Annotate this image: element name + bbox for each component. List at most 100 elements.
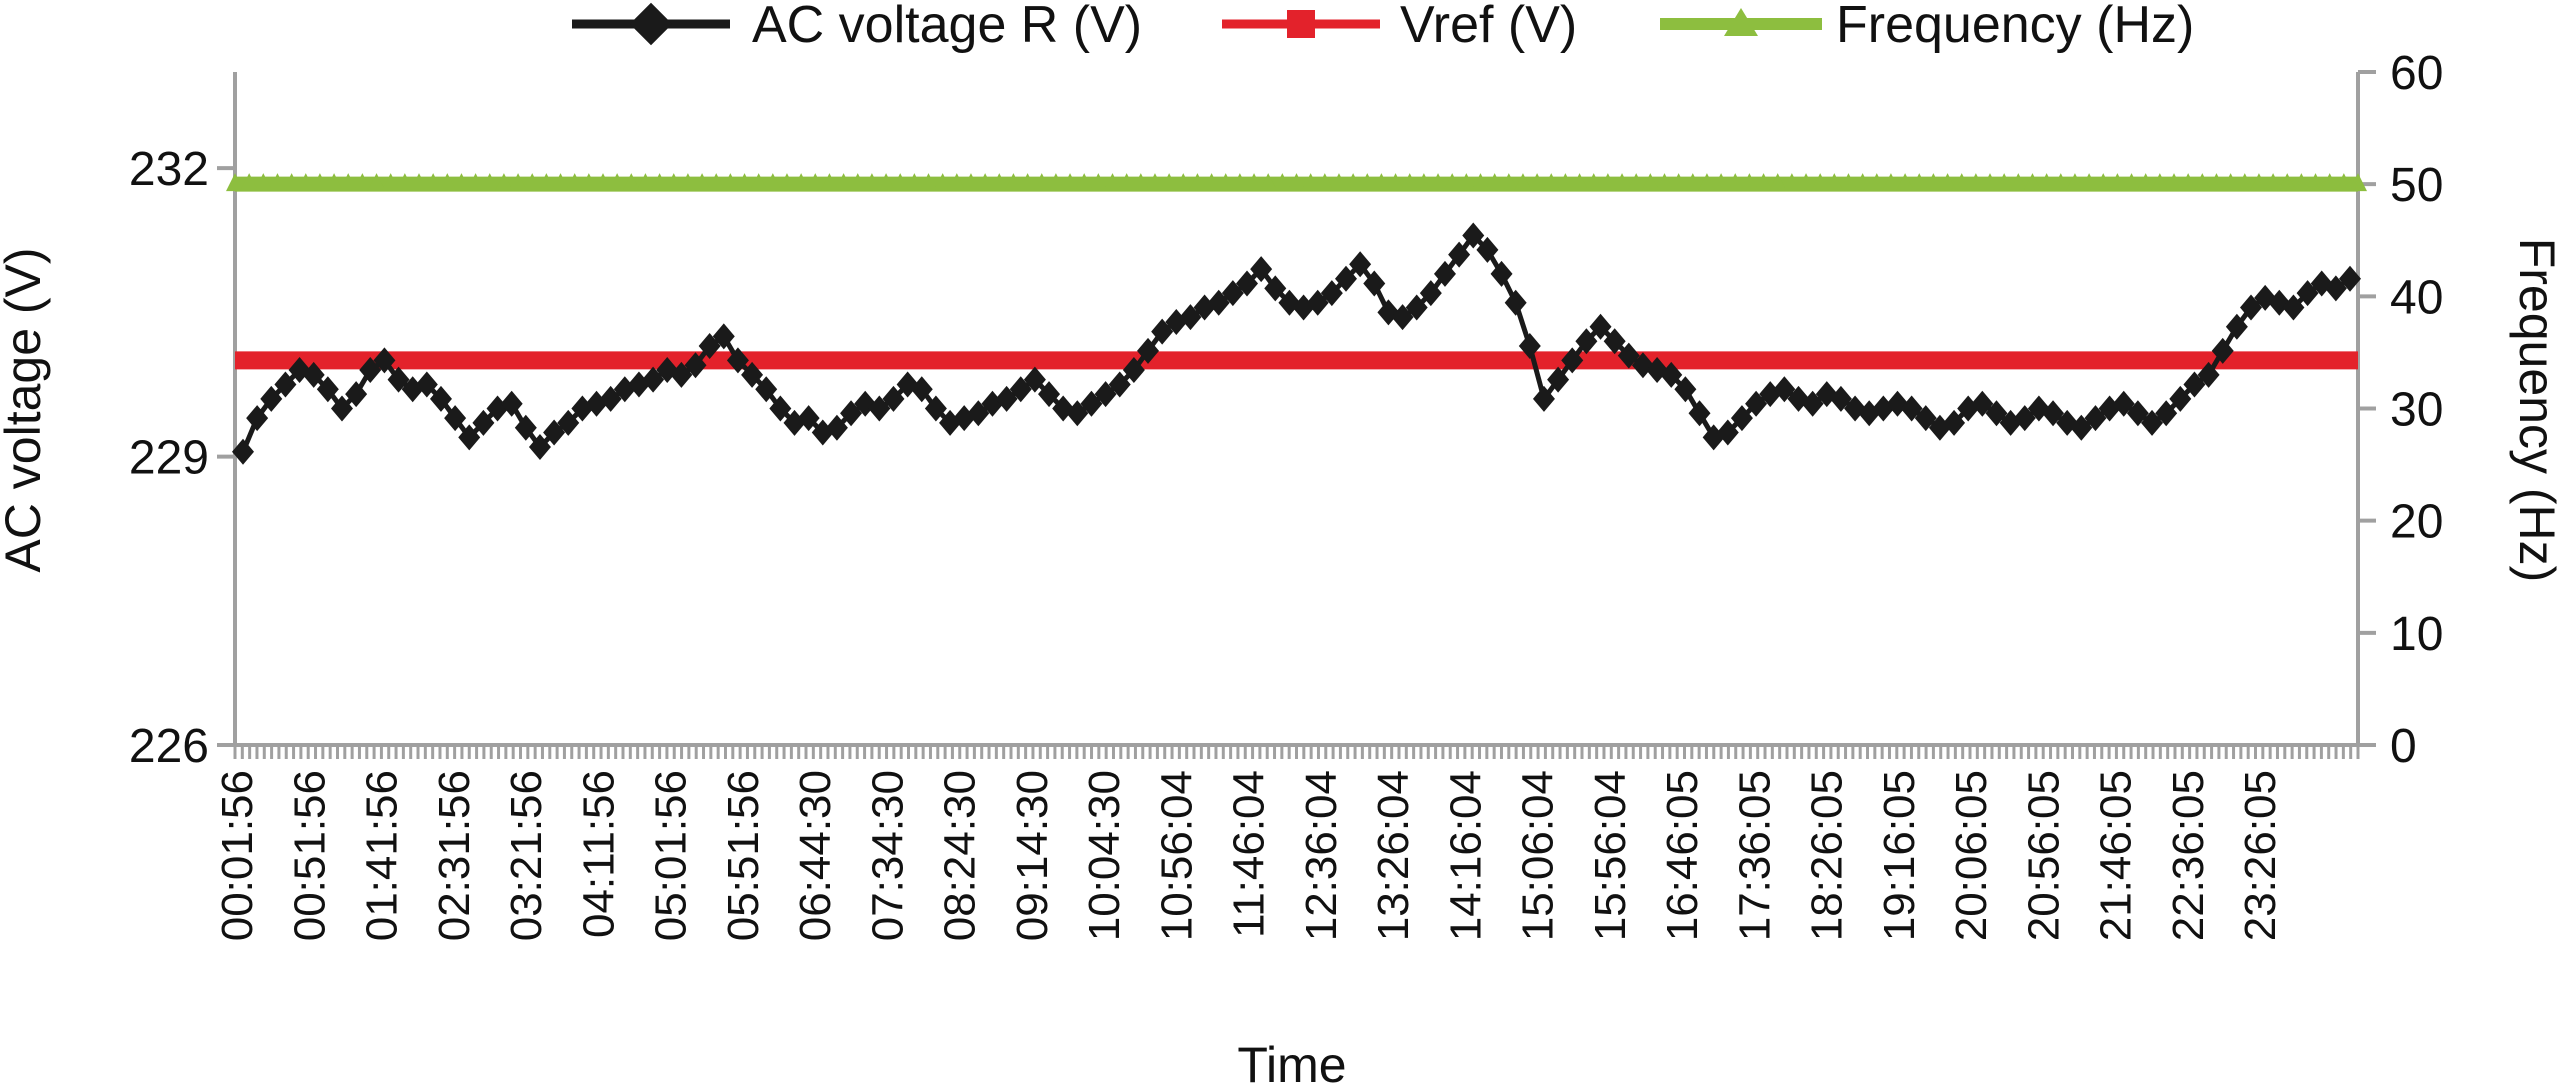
frequency-point xyxy=(1811,173,1830,192)
ac-voltage-point xyxy=(1943,409,1966,436)
ac-voltage-point xyxy=(1108,371,1131,398)
frequency-point xyxy=(1372,173,1391,192)
frequency-point xyxy=(905,173,924,192)
ac-voltage-point xyxy=(1462,222,1485,249)
x-tick-label: 11:46:04 xyxy=(1225,770,1274,938)
frequency-point xyxy=(2136,173,2155,192)
ac-voltage-point xyxy=(1250,256,1273,283)
ac-voltage-point xyxy=(1448,241,1471,268)
x-tick-label: 06:44:30 xyxy=(791,770,840,941)
x-tick-label: 00:01:56 xyxy=(213,770,262,941)
frequency-point xyxy=(282,173,301,192)
ac-voltage-point xyxy=(232,438,254,465)
frequency-point xyxy=(1386,173,1405,192)
frequency-point xyxy=(1273,173,1292,192)
frequency-point xyxy=(1697,173,1716,192)
ac-voltage-point xyxy=(373,347,396,374)
frequency-point xyxy=(1174,173,1193,192)
frequency-point xyxy=(976,173,995,192)
x-tick-label: 22:36:05 xyxy=(2164,770,2213,941)
frequency-point xyxy=(1896,173,1915,192)
frequency-point xyxy=(1740,173,1759,192)
frequency-point xyxy=(480,173,499,192)
ac-voltage-point xyxy=(2027,395,2050,422)
ac-voltage-point xyxy=(1674,376,1697,403)
frequency-point xyxy=(2094,173,2113,192)
x-tick-label: 19:16:05 xyxy=(1875,770,1924,941)
ac-voltage-point xyxy=(2324,275,2347,302)
frequency-point xyxy=(947,173,966,192)
legend-entry-ac-voltage: AC voltage R (V) xyxy=(572,0,1142,54)
x-axis-title: Time xyxy=(1237,1037,1346,1089)
ac-voltage-point xyxy=(2112,390,2135,417)
x-tick-label: 13:26:04 xyxy=(1369,770,1418,941)
x-tick-label: 09:14:30 xyxy=(1008,770,1057,941)
ac-voltage-point xyxy=(698,333,721,360)
frequency-point xyxy=(891,173,910,192)
frequency-point xyxy=(381,173,400,192)
ac-voltage-point xyxy=(1773,376,1796,403)
frequency-point xyxy=(919,173,938,192)
ac-voltage-point xyxy=(1561,347,1584,374)
frequency-point xyxy=(310,173,329,192)
y-right-tick-label: 40 xyxy=(2390,271,2443,324)
ac-voltage-point xyxy=(599,385,622,412)
x-tick-label: 00:51:56 xyxy=(285,770,334,941)
ac-voltage-point xyxy=(1730,405,1753,432)
frequency-point xyxy=(1301,173,1320,192)
frequency-point xyxy=(1584,173,1603,192)
frequency-point xyxy=(579,173,598,192)
frequency-point xyxy=(1867,173,1886,192)
frequency-point xyxy=(1018,173,1037,192)
frequency-point xyxy=(1641,173,1660,192)
ac-voltage-point xyxy=(755,376,778,403)
ac-voltage-point xyxy=(2070,414,2093,441)
frequency-point xyxy=(1089,173,1108,192)
ac-voltage-point xyxy=(1391,304,1414,331)
ac-voltage-point xyxy=(2225,313,2248,340)
series-layer xyxy=(226,173,2367,465)
ac-voltage-point xyxy=(2296,280,2319,307)
frequency-point xyxy=(523,173,542,192)
frequency-point xyxy=(254,173,273,192)
frequency-point xyxy=(806,173,825,192)
frequency-point xyxy=(1287,173,1306,192)
legend-entry-vref: Vref (V) xyxy=(1222,0,1577,54)
ac-voltage-point xyxy=(1236,270,1259,297)
ac-voltage-point xyxy=(1688,400,1711,427)
frequency-point xyxy=(339,173,358,192)
frequency-point xyxy=(1061,173,1080,192)
frequency-point xyxy=(721,173,740,192)
frequency-point xyxy=(2009,173,2028,192)
ac-voltage-point xyxy=(1264,275,1287,302)
ac-voltage-point xyxy=(345,381,368,408)
x-tick-label: 20:56:05 xyxy=(2019,770,2068,941)
frequency-point xyxy=(763,173,782,192)
frequency-point xyxy=(1259,173,1278,192)
frequency-point xyxy=(1556,173,1575,192)
frequency-point xyxy=(1726,173,1745,192)
ac-voltage-point xyxy=(2183,371,2206,398)
x-tick-label: 20:06:05 xyxy=(1947,770,1996,941)
y-axis-left-title: AC voltage (V) xyxy=(0,247,51,572)
ac-voltage-point xyxy=(1971,390,1994,417)
frequency-point xyxy=(2221,173,2240,192)
ac-voltage-point xyxy=(2155,400,2178,427)
x-tick-label: 14:16:04 xyxy=(1441,770,1490,941)
x-tick-label: 08:24:30 xyxy=(936,770,985,941)
ac-voltage-point xyxy=(246,405,269,432)
frequency-point xyxy=(650,173,669,192)
frequency-point xyxy=(1400,173,1419,192)
ac-voltage-point xyxy=(387,366,410,393)
x-tick-label: 18:26:05 xyxy=(1803,770,1852,941)
y-right-tick-label: 50 xyxy=(2390,159,2443,212)
frequency-point xyxy=(1981,173,2000,192)
ac-voltage-point xyxy=(2141,409,2164,436)
frequency-point xyxy=(1655,173,1674,192)
ac-voltage-point xyxy=(1433,260,1456,287)
frequency-point xyxy=(2306,173,2325,192)
frequency-point xyxy=(1570,173,1589,192)
frequency-point xyxy=(636,173,655,192)
frequency-point xyxy=(296,173,315,192)
